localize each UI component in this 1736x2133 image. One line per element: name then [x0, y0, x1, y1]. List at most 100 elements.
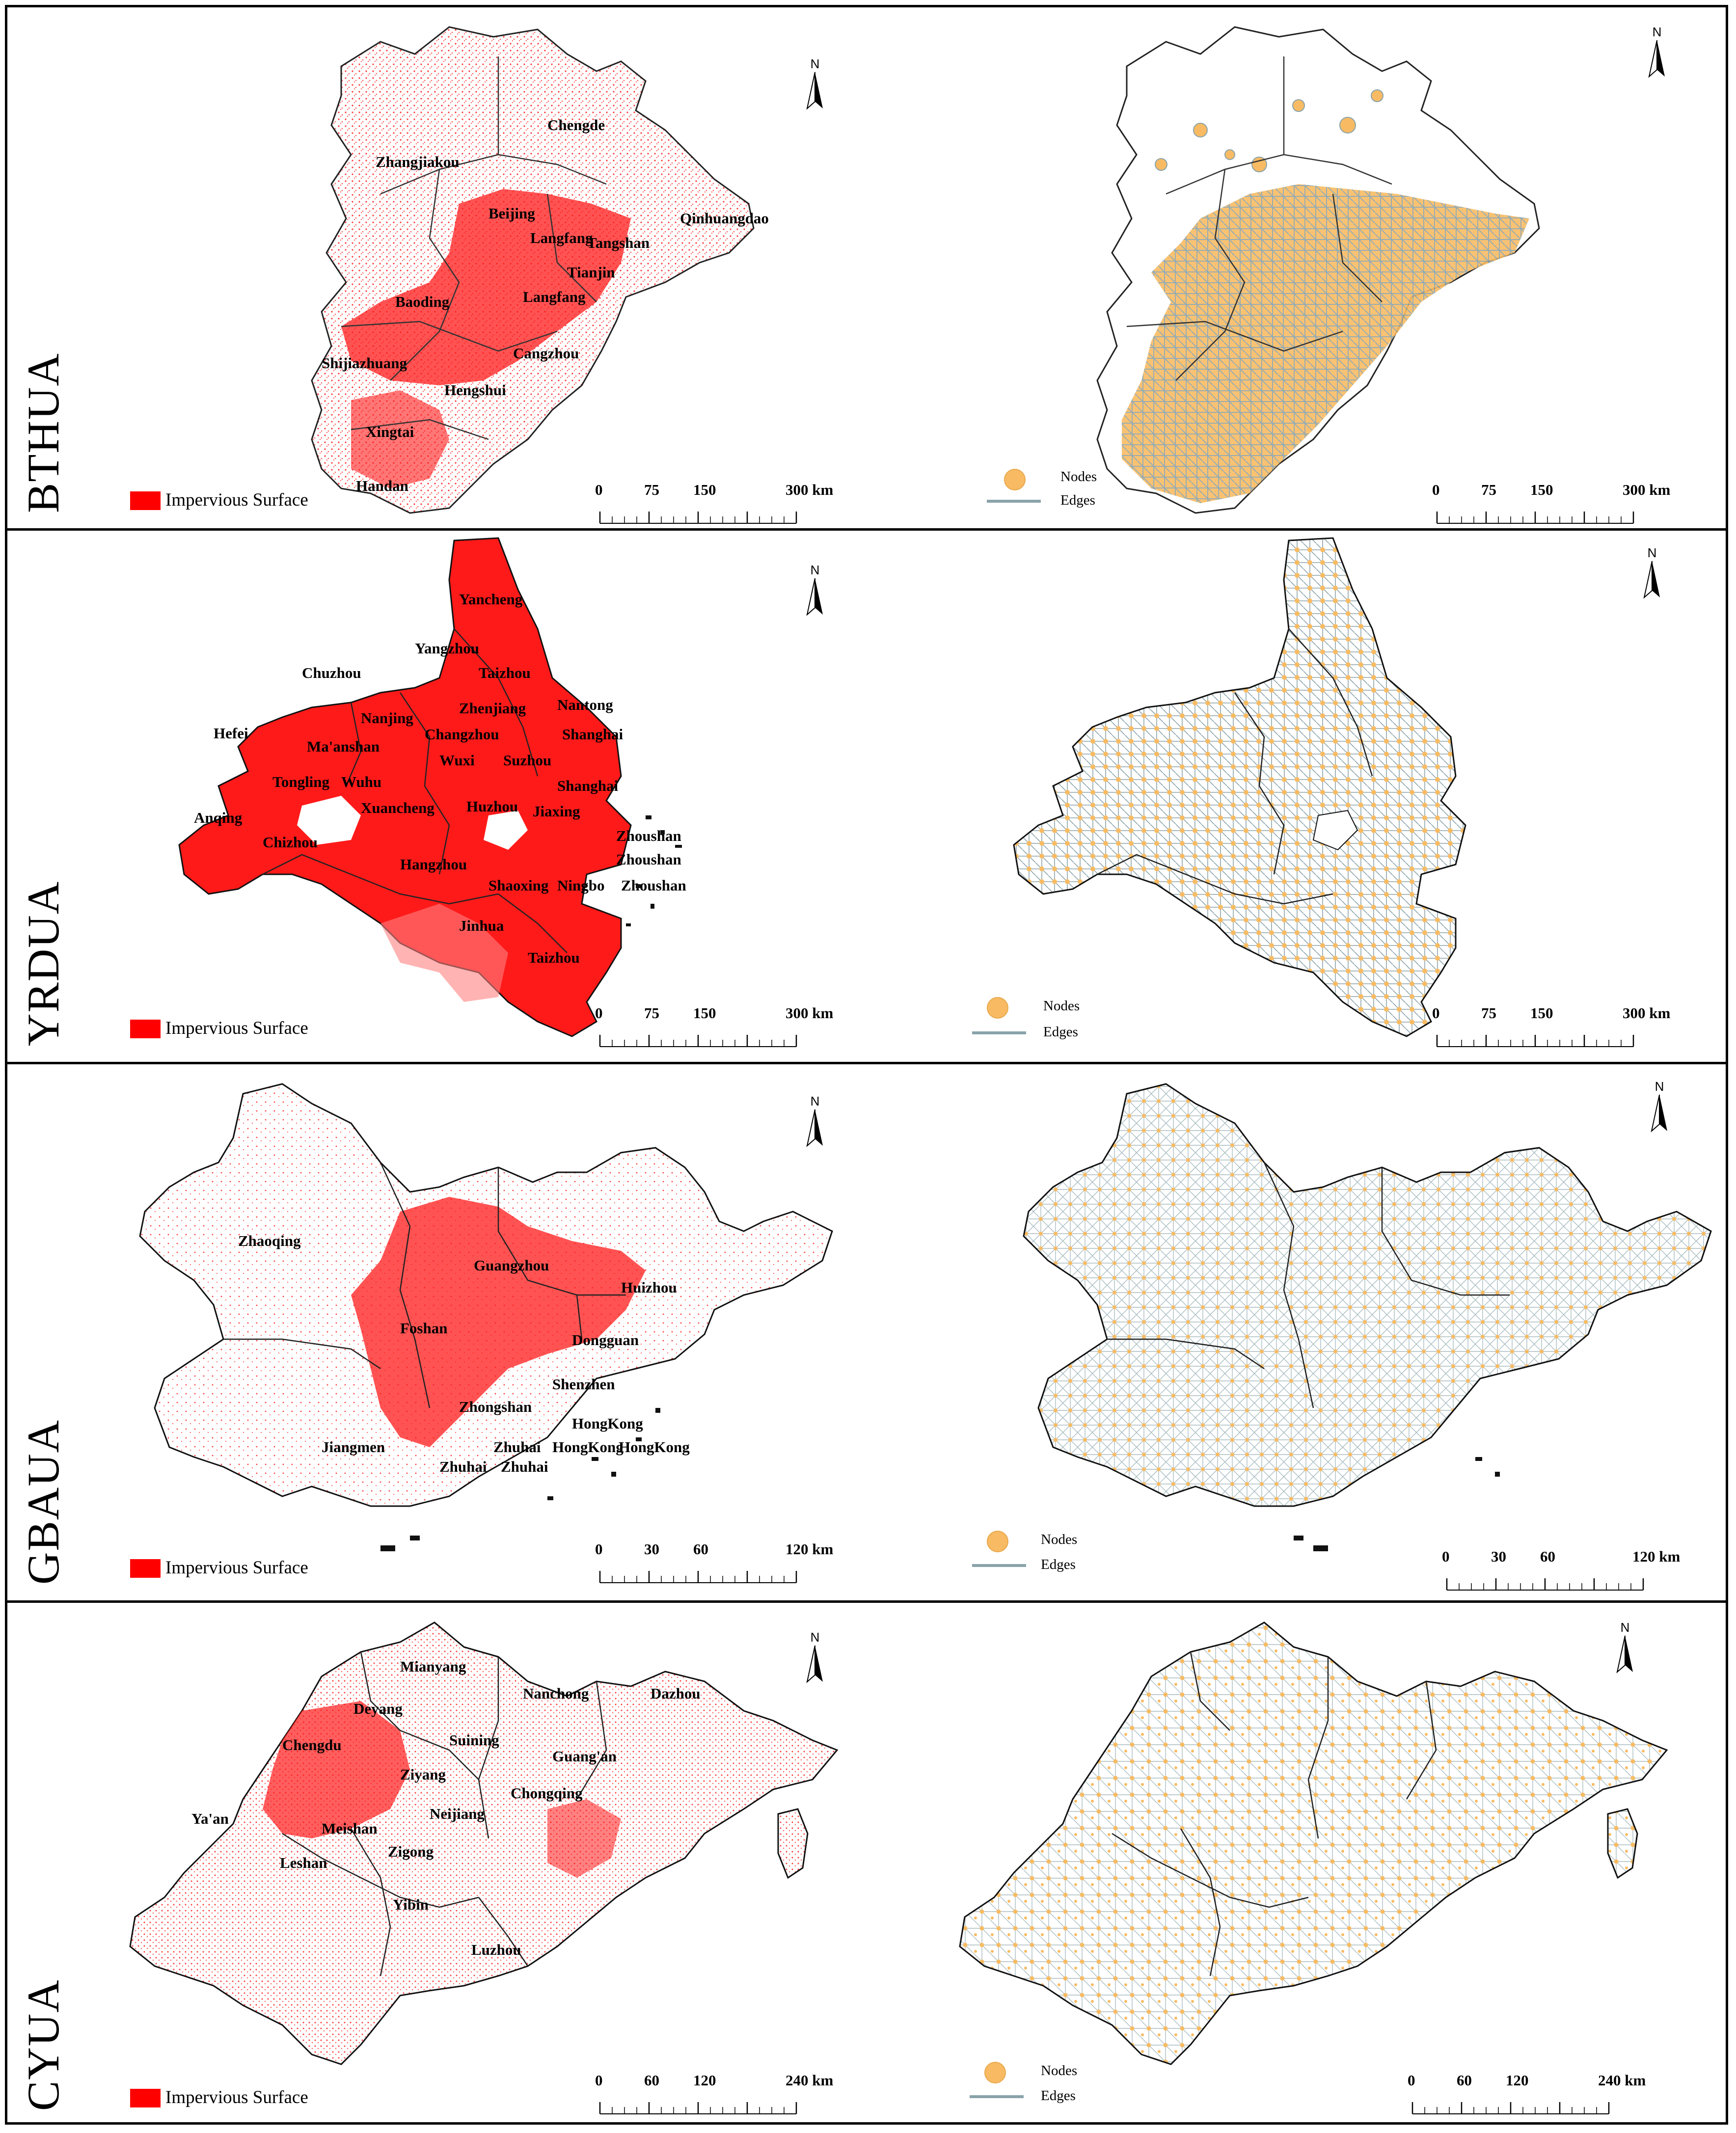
row-divider	[5, 528, 1728, 531]
scale-label: 0	[1408, 2072, 1415, 2089]
north-arrow-icon	[1648, 40, 1665, 78]
scale-label: 300 km	[1623, 1004, 1671, 1022]
city-label: Nanchong	[523, 1685, 589, 1702]
city-label: Jiaxing	[533, 803, 580, 820]
panel-row-gbaua: GBAUA Zhaoqing Guangzhou Huizhou Foshan …	[7, 1064, 1726, 1600]
city-label: Suzhou	[503, 752, 551, 769]
north-arrow-right-half	[815, 72, 823, 108]
city-label: Huzhou	[466, 798, 518, 815]
scale-label: 0	[1442, 1548, 1450, 1565]
city-label: Hengshui	[444, 381, 506, 399]
city-label: Zhenjiang	[459, 700, 526, 717]
edges-legend-label: Edges	[1043, 1024, 1078, 1040]
region-boundary	[1013, 537, 1466, 1037]
scale-label: 0	[595, 1004, 603, 1022]
city-boundaries	[223, 1162, 626, 1408]
scale-label: 120 km	[786, 1540, 834, 1558]
city-label: Shanghai	[557, 777, 618, 794]
north-arrow-left-half	[806, 72, 815, 110]
city-label: Guang'an	[552, 1748, 617, 1765]
lake-white	[297, 796, 361, 845]
city-label: Yibin	[393, 1896, 429, 1913]
city-label: Zhoushan	[616, 851, 681, 868]
nodes-legend-swatch	[1004, 469, 1026, 490]
north-arrow-icon	[806, 1109, 823, 1147]
city-label: Baoding	[395, 293, 450, 310]
city-label: Zigong	[388, 1843, 434, 1860]
city-label: Langfang	[523, 288, 586, 305]
scale-bar: 0 30 60 120 km	[595, 1540, 833, 1594]
scale-label: 0	[1432, 1004, 1440, 1022]
scale-label: 150	[1530, 1004, 1553, 1022]
nodes-legend-label: Nodes	[1043, 998, 1080, 1014]
impervious-legend-label: Impervious Surface	[165, 2087, 308, 2107]
city-label: Hangzhou	[400, 856, 467, 873]
city-label: HongKong	[572, 1415, 643, 1432]
scale-label: 30	[1491, 1548, 1506, 1565]
region-boundary	[129, 1621, 839, 2065]
scale-axis	[599, 512, 797, 524]
edges-legend-label: Edges	[1041, 1557, 1076, 1572]
north-letter: N	[810, 56, 820, 71]
edges-legend-label: Edges	[1060, 492, 1095, 508]
scale-label: 0	[595, 1540, 603, 1558]
panel-row-cyua: CYUA Mianyang Nanchong D	[7, 1603, 1726, 2122]
city-label: Xuancheng	[361, 799, 434, 816]
north-arrow-icon	[806, 72, 823, 110]
scale-bar: 0 60 120 240 km	[595, 2072, 833, 2126]
city-boundaries	[262, 628, 568, 953]
panel-row-bthua: BTHUA Chengde Zhangjiakou Be	[7, 7, 1726, 528]
scale-bar: 0 75 150 300 km	[1432, 1004, 1670, 1058]
city-label: Shanghai	[562, 726, 623, 743]
city-boundaries	[1126, 56, 1392, 381]
city-label: Hefei	[214, 725, 248, 742]
impervious-legend-swatch	[130, 2089, 161, 2107]
islands	[380, 1408, 660, 1551]
city-label: Wuhu	[341, 773, 381, 790]
city-boundaries	[282, 1651, 607, 1976]
edges-legend-swatch	[987, 500, 1041, 503]
nodes-legend-label: Nodes	[1041, 1532, 1078, 1547]
dense-impervious-zone	[547, 1799, 621, 1878]
scale-label: 150	[1530, 481, 1553, 498]
north-arrow-icon	[806, 578, 823, 616]
impervious-legend-swatch	[130, 1559, 161, 1578]
city-label: Yancheng	[459, 591, 523, 608]
north-arrow-left-half	[1616, 1635, 1626, 1674]
city-label: Chizhou	[263, 834, 318, 851]
north-arrow-right-half	[1659, 1095, 1667, 1131]
nodes-legend-swatch	[987, 997, 1008, 1019]
exclave	[1607, 1808, 1638, 1879]
scale-label: 300 km	[786, 481, 834, 498]
city-label: Chuzhou	[302, 664, 361, 681]
scale-label: 240 km	[786, 2072, 834, 2089]
impervious-legend-label: Impervious Surface	[165, 1558, 308, 1578]
city-label: Nanjing	[361, 709, 413, 727]
city-label: Zhuhai	[501, 1458, 548, 1475]
city-boundaries	[1097, 628, 1373, 905]
city-label: Qinhuangdao	[680, 210, 769, 227]
scale-axis	[1411, 2102, 1610, 2114]
north-arrow-right-half	[1652, 561, 1660, 597]
impervious-legend-label: Impervious Surface	[165, 1018, 308, 1038]
lake-white	[484, 810, 528, 850]
dense-impervious-zone	[341, 189, 631, 385]
city-label: Shenzhen	[552, 1376, 615, 1393]
north-arrow: N	[800, 1094, 830, 1148]
southern-sparse-zone	[380, 904, 508, 1002]
city-label: Dazhou	[651, 1685, 701, 1702]
nodes-legend-label: Nodes	[1060, 469, 1097, 485]
scale-bar: 0 75 150 300 km	[1432, 481, 1670, 535]
scale-label: 240 km	[1598, 2072, 1646, 2089]
north-arrow-left-half	[806, 1645, 815, 1683]
scale-axis	[1436, 1035, 1634, 1047]
north-arrow: N	[1610, 1620, 1640, 1674]
lake-white	[1312, 810, 1358, 851]
scale-label: 75	[644, 481, 659, 498]
city-label: Tongling	[272, 773, 330, 790]
exclave	[777, 1808, 809, 1879]
scale-label: 0	[1432, 481, 1440, 498]
city-label: Dongguan	[572, 1331, 639, 1349]
scale-label: 300 km	[1623, 481, 1671, 498]
north-arrow: N	[800, 1630, 830, 1684]
